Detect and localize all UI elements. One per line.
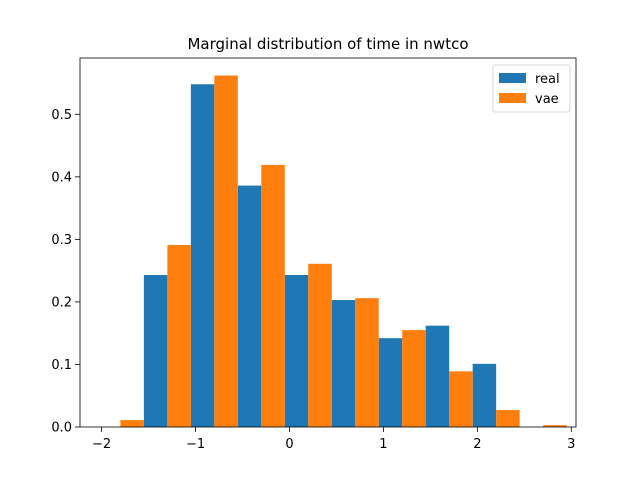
bar-real-4 — [284, 275, 309, 427]
axes: −2 −1 0 1 2 3 0.0 0.1 0.2 0.3 0.4 0.5 — [51, 57, 577, 452]
bar-vae-6 — [402, 330, 426, 427]
bar-vae-3 — [261, 164, 285, 427]
legend-swatch-vae — [499, 93, 526, 103]
y-tick-label: 0.4 — [51, 170, 72, 185]
x-tick-label: 3 — [567, 437, 575, 452]
y-tick-label: 0.0 — [51, 421, 72, 436]
x-tick-label: 1 — [379, 437, 387, 452]
y-tick-label: 0.2 — [51, 295, 72, 310]
bar-vae-5 — [355, 298, 379, 427]
bar-real-2 — [190, 84, 215, 428]
bars-layer — [120, 75, 567, 428]
plot-frame — [79, 57, 577, 428]
legend-label-real: real — [535, 72, 560, 87]
bar-vae-8 — [496, 410, 520, 427]
legend-label-vae: vae — [535, 92, 559, 107]
legend: real vae — [492, 64, 571, 113]
bar-real-7 — [425, 325, 450, 427]
x-tick-label: 0 — [285, 437, 293, 452]
bar-vae-9 — [543, 425, 567, 427]
y-tick-label: 0.5 — [51, 108, 72, 123]
x-tick-label: 2 — [473, 437, 481, 452]
bar-vae-1 — [167, 245, 191, 427]
bar-real-1 — [143, 275, 168, 427]
x-tick-label: −2 — [92, 437, 111, 452]
chart-title: Marginal distribution of time in nwtco — [187, 35, 468, 53]
bar-real-8 — [472, 363, 497, 427]
bar-vae-7 — [449, 371, 473, 427]
bar-vae-0 — [120, 420, 144, 427]
bar-real-6 — [378, 338, 403, 427]
bar-vae-4 — [308, 263, 332, 427]
bar-real-5 — [331, 300, 356, 427]
y-tick-label: 0.1 — [51, 358, 72, 373]
bar-vae-2 — [214, 75, 238, 427]
bar-real-3 — [237, 185, 262, 427]
legend-swatch-real — [499, 73, 526, 83]
y-tick-label: 0.3 — [51, 233, 72, 248]
x-tick-label: −1 — [186, 437, 205, 452]
